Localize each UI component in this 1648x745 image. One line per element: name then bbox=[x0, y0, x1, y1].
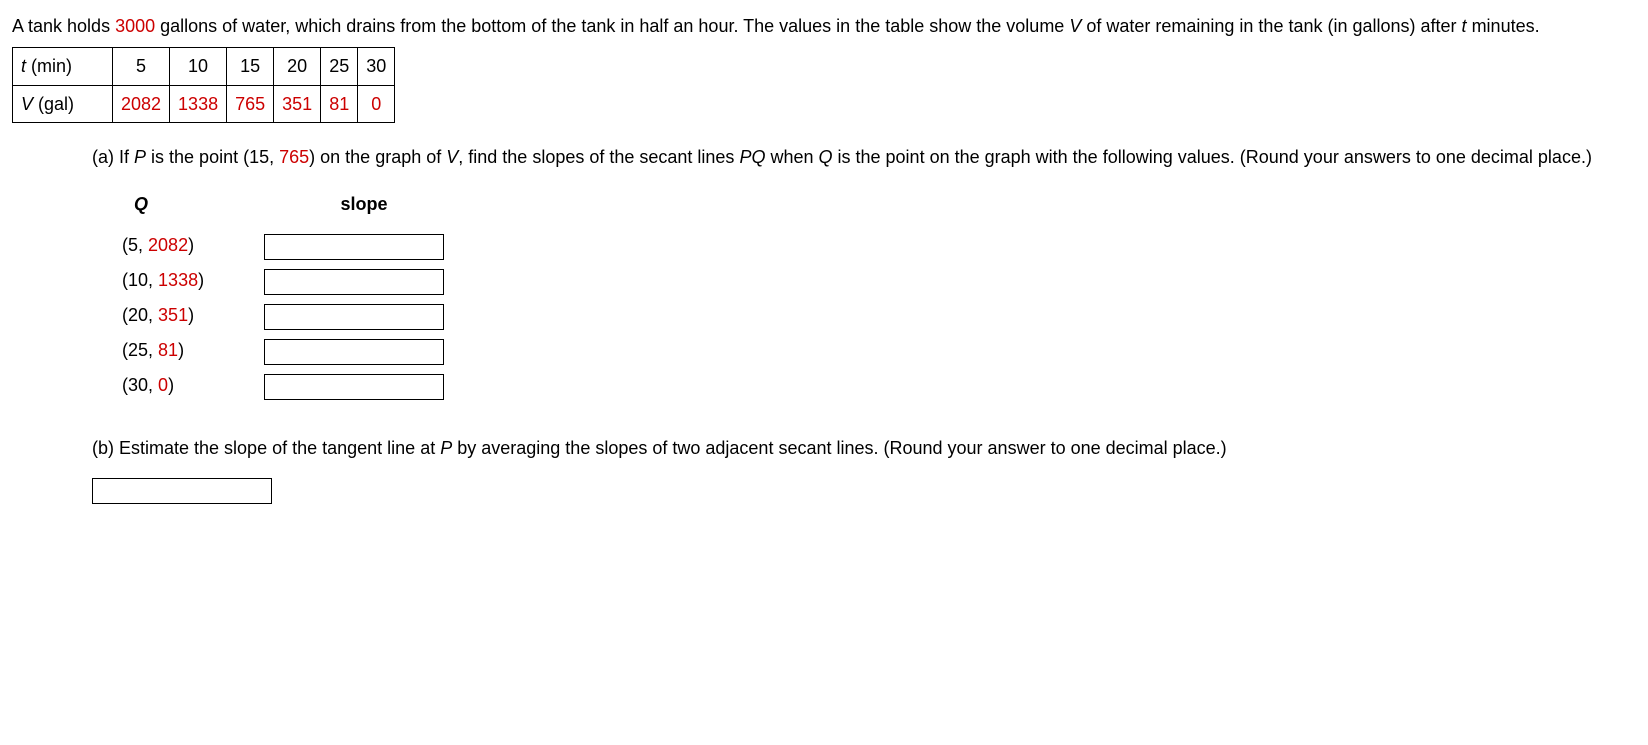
slope-row: (5, 2082) bbox=[114, 229, 452, 262]
cell: 2082 bbox=[113, 85, 170, 123]
q-point: (10, 1338) bbox=[114, 264, 254, 297]
cell: 5 bbox=[113, 47, 170, 85]
table-row: V (gal) 2082 1338 765 351 81 0 bbox=[13, 85, 395, 123]
slope-input-3[interactable] bbox=[264, 304, 444, 330]
slope-input-1[interactable] bbox=[264, 234, 444, 260]
gallons-value: 3000 bbox=[115, 16, 155, 36]
row-label: t (min) bbox=[13, 47, 113, 85]
intro-prefix: A tank holds bbox=[12, 16, 115, 36]
cell: 10 bbox=[170, 47, 227, 85]
slope-row: (30, 0) bbox=[114, 369, 452, 402]
slope-input-2[interactable] bbox=[264, 269, 444, 295]
row-label: V (gal) bbox=[13, 85, 113, 123]
problem-intro: A tank holds 3000 gallons of water, whic… bbox=[12, 12, 1636, 41]
cell: 1338 bbox=[170, 85, 227, 123]
q-point: (30, 0) bbox=[114, 369, 254, 402]
slope-header: slope bbox=[256, 186, 452, 227]
slope-row: (20, 351) bbox=[114, 299, 452, 332]
slope-table: Q slope (5, 2082) (10, 1338) (20, 351) (… bbox=[112, 184, 454, 404]
cell: 351 bbox=[274, 85, 321, 123]
data-table: t (min) 5 10 15 20 25 30 V (gal) 2082 13… bbox=[12, 47, 395, 124]
intro-mid: gallons of water, which drains from the … bbox=[155, 16, 1069, 36]
part-b-text: (b) Estimate the slope of the tangent li… bbox=[92, 434, 1636, 463]
q-header: Q bbox=[114, 186, 254, 227]
cell: 30 bbox=[358, 47, 395, 85]
part-b: (b) Estimate the slope of the tangent li… bbox=[12, 434, 1636, 504]
cell: 15 bbox=[227, 47, 274, 85]
slope-row: (10, 1338) bbox=[114, 264, 452, 297]
slope-input-4[interactable] bbox=[264, 339, 444, 365]
cell: 0 bbox=[358, 85, 395, 123]
tangent-slope-input[interactable] bbox=[92, 478, 272, 504]
q-point: (20, 351) bbox=[114, 299, 254, 332]
intro-after: of water remaining in the tank (in gallo… bbox=[1081, 16, 1461, 36]
cell: 765 bbox=[227, 85, 274, 123]
q-point: (5, 2082) bbox=[114, 229, 254, 262]
cell: 81 bbox=[321, 85, 358, 123]
intro-V: V bbox=[1069, 16, 1081, 36]
slope-input-5[interactable] bbox=[264, 374, 444, 400]
slope-row: (25, 81) bbox=[114, 334, 452, 367]
intro-end: minutes. bbox=[1467, 16, 1540, 36]
cell: 25 bbox=[321, 47, 358, 85]
part-a: (a) If P is the point (15, 765) on the g… bbox=[12, 143, 1636, 404]
cell: 20 bbox=[274, 47, 321, 85]
part-a-text: (a) If P is the point (15, 765) on the g… bbox=[92, 143, 1636, 172]
table-row: t (min) 5 10 15 20 25 30 bbox=[13, 47, 395, 85]
q-point: (25, 81) bbox=[114, 334, 254, 367]
